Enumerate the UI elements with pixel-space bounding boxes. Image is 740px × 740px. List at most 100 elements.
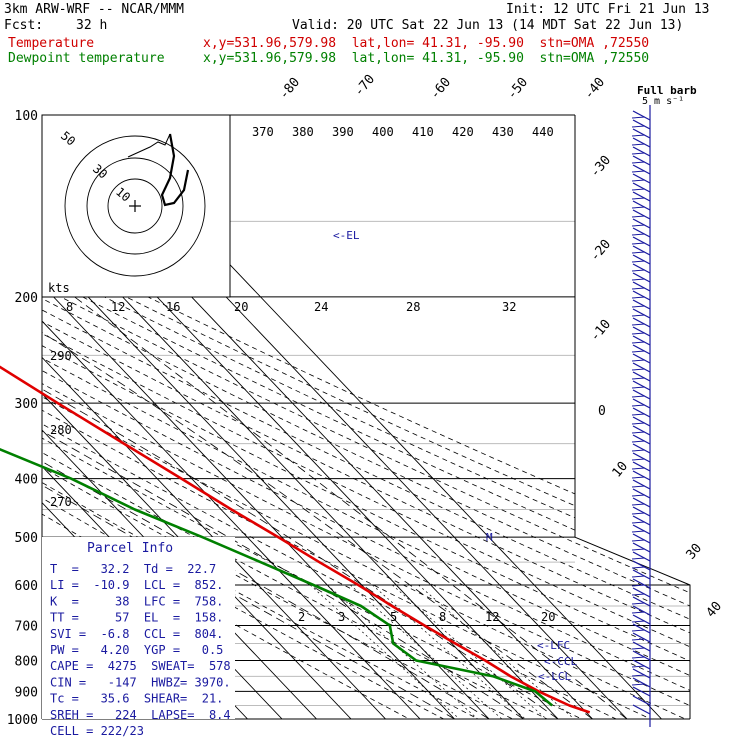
- wind-barb-flag: [631, 278, 646, 281]
- wind-barb-flag: [631, 395, 646, 398]
- parcel-info-title: Parcel Info: [87, 541, 173, 556]
- mixing-ratio-line: [392, 584, 547, 719]
- wind-barb-flag: [632, 524, 651, 535]
- wind-barb: [631, 290, 651, 301]
- forecast-label: Fcst:: [4, 18, 44, 33]
- wind-barb-flag: [631, 197, 646, 200]
- wind-barb-flag: [631, 251, 646, 254]
- m-marker: M: [486, 531, 493, 544]
- wind-barb: [631, 137, 651, 148]
- wind-barb: [631, 155, 651, 166]
- wind-barb-flag: [631, 215, 646, 218]
- isotherm-line: [42, 115, 352, 719]
- wind-barb: [631, 668, 651, 679]
- wind-barb-flag: [631, 377, 646, 380]
- wind-barb-flag: [631, 152, 646, 155]
- wind-barb-flag: [631, 494, 646, 497]
- wind-barb: [631, 308, 651, 319]
- mixing-ratio-line: [418, 584, 575, 719]
- hodograph-speed-label: 16: [166, 300, 180, 314]
- wind-barb-flag: [632, 641, 651, 652]
- wind-barb-flag: [632, 164, 651, 175]
- hodograph-speed-label: 12: [111, 300, 125, 314]
- wind-barb-flag: [632, 128, 651, 139]
- wind-barb-flag: [631, 638, 646, 641]
- dry-adiabat: [42, 115, 609, 719]
- wind-barb-flag: [631, 440, 646, 443]
- wind-barb: [631, 272, 651, 283]
- wind-barb: [631, 677, 651, 688]
- isotherm-line: [42, 115, 490, 719]
- mixing-ratio-line: [309, 584, 460, 719]
- dry-adiabat: [42, 115, 690, 719]
- wind-barb: [631, 110, 651, 121]
- moist-adiabat: [42, 296, 490, 719]
- wind-barb-flag: [632, 668, 651, 679]
- wind-barb: [631, 371, 651, 382]
- wind-barb-flag: [631, 269, 646, 272]
- wind-barb-flag: [632, 209, 651, 220]
- wind-barb-flag: [632, 695, 651, 706]
- wind-barb: [631, 164, 651, 175]
- isotherm-label: -70: [352, 72, 379, 100]
- dry-adiabat: [42, 115, 690, 719]
- wind-barb-flag: [632, 677, 651, 688]
- parcel-info-row: CAPE = 4275 SWEAT= 578: [50, 659, 231, 673]
- wind-barb: [631, 209, 651, 220]
- moist-adiabat: [42, 296, 593, 719]
- wind-barb-flag: [631, 170, 646, 173]
- wind-barb-flag: [631, 206, 646, 209]
- pressure-tick-label: 500: [15, 531, 38, 546]
- wind-barb: [631, 524, 651, 535]
- wind-barb-flag: [632, 587, 651, 598]
- wind-barb-flag: [631, 566, 646, 569]
- dry-adiabat: [42, 115, 644, 719]
- wind-barb: [631, 578, 651, 589]
- isotherm-label: 0: [598, 404, 606, 419]
- wind-barb-flag: [632, 137, 651, 148]
- wind-barb: [631, 650, 651, 661]
- plot-frame-right-lower: [574, 536, 691, 719]
- wind-barb-flag: [632, 569, 651, 580]
- isotherm-label: -40: [582, 75, 609, 103]
- wind-barb: [632, 695, 651, 706]
- wind-barb: [631, 551, 651, 562]
- theta-label: 380: [292, 125, 314, 139]
- wind-barb: [631, 425, 651, 436]
- el-marker: <-EL: [333, 229, 360, 242]
- moist-adiabat: [42, 296, 524, 719]
- wind-barb: [631, 353, 651, 364]
- temperature-profile: [0, 365, 591, 714]
- wind-barb: [631, 389, 651, 400]
- wind-barb-flag: [632, 308, 651, 319]
- isotherm-line: [42, 115, 455, 719]
- wind-barb-flag: [631, 305, 646, 308]
- wind-barb-flag: [631, 134, 646, 137]
- parcel-info-row: CELL = 222/23: [50, 724, 144, 738]
- model-title: 3km ARW-WRF -- NCAR/MMM: [4, 2, 185, 17]
- wind-barb-flag: [632, 290, 651, 301]
- mixing-ratio-label: 3: [338, 610, 345, 624]
- isotherm-label: -30: [588, 153, 615, 181]
- wind-barb-flag: [632, 686, 651, 697]
- wind-barb-flag: [631, 179, 646, 182]
- temperature-title: Temperature: [8, 36, 95, 51]
- dry-adiabat: [42, 115, 690, 719]
- hodograph-trace-thin: [127, 133, 171, 158]
- wind-barb-flag: [631, 143, 646, 146]
- wind-barb-flag: [632, 632, 651, 643]
- dry-adiabat: [42, 115, 690, 719]
- parcel-info-row: SVI = -6.8 CCL = 804.: [50, 627, 223, 641]
- wind-barb: [631, 191, 651, 202]
- wind-barb: [631, 182, 651, 193]
- theta-label: 400: [372, 125, 394, 139]
- wind-barb-flag: [631, 602, 646, 605]
- wind-barb-flag: [632, 272, 651, 283]
- hodograph-ring: [86, 157, 184, 255]
- mixing-ratio-label: 8: [439, 610, 446, 624]
- wind-barb-flag: [632, 596, 651, 607]
- theta-label: 440: [532, 125, 554, 139]
- lcl-marker: <-LCL: [538, 670, 571, 683]
